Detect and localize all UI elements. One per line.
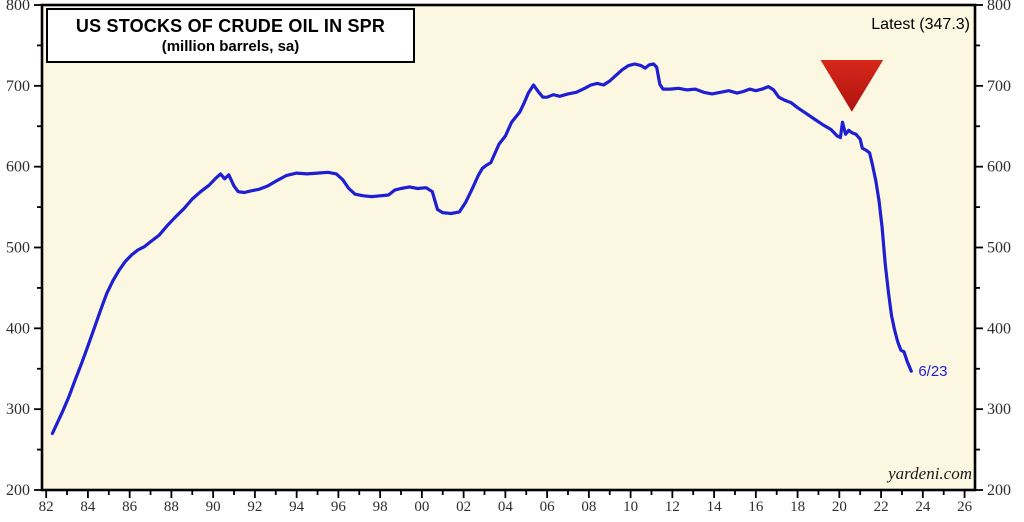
y-axis-label-left: 300: [6, 401, 30, 418]
y-axis-label-right: 600: [987, 159, 1011, 176]
x-axis-label: 26: [957, 499, 973, 515]
y-axis-label-left: 600: [6, 159, 30, 176]
y-axis-label-right: 700: [987, 78, 1011, 95]
y-axis-label-left: 700: [6, 78, 30, 95]
chart-title: US STOCKS OF CRUDE OIL IN SPR: [75, 16, 386, 36]
x-axis-label: 18: [790, 499, 805, 515]
chart-title-box: US STOCKS OF CRUDE OIL IN SPR (million b…: [46, 8, 415, 63]
y-axis-label-right: 200: [987, 482, 1011, 499]
spr-series-line: [50, 62, 913, 435]
x-axis-label: 84: [80, 499, 96, 515]
y-axis-label-right: 300: [987, 401, 1011, 418]
x-axis-label: 82: [39, 499, 54, 515]
x-axis-label: 08: [581, 499, 596, 515]
x-axis-label: 14: [707, 499, 723, 515]
latest-value-annotation: Latest (347.3): [871, 16, 970, 33]
x-axis-label: 06: [540, 499, 556, 515]
y-axis-label-left: 200: [6, 482, 30, 499]
x-axis-label: 24: [915, 499, 931, 515]
source-watermark: yardeni.com: [888, 464, 972, 483]
x-axis-label: 88: [164, 499, 179, 515]
x-axis-label: 12: [665, 499, 680, 515]
y-axis-label-left: 400: [6, 320, 30, 337]
x-axis-label: 90: [206, 499, 221, 515]
x-axis-label: 02: [456, 499, 471, 515]
red-arrow-marker-icon: [820, 59, 884, 112]
endpoint-date-label: 6/23: [918, 363, 947, 380]
x-axis-label: 20: [832, 499, 847, 515]
x-axis-label: 04: [498, 499, 514, 515]
x-axis-label: 96: [331, 499, 347, 515]
y-axis-label-left: 500: [6, 240, 30, 257]
y-axis-label-right: 500: [987, 240, 1011, 257]
chart-subtitle: (million barrels, sa): [161, 38, 300, 55]
y-axis-label-right: 400: [987, 320, 1011, 337]
x-axis-label: 22: [874, 499, 889, 515]
x-axis-label: 86: [122, 499, 138, 515]
y-axis-label-right: 800: [987, 0, 1011, 14]
x-axis-label: 92: [247, 499, 262, 515]
x-axis-label: 10: [623, 499, 638, 515]
x-axis-label: 98: [373, 499, 388, 515]
plot-background: [40, 3, 977, 492]
x-axis-label: 16: [748, 499, 764, 515]
x-axis-label: 00: [414, 499, 429, 515]
axis-ticks: [34, 4, 983, 498]
y-axis-label-left: 800: [6, 0, 30, 14]
x-axis-label: 94: [289, 499, 305, 515]
